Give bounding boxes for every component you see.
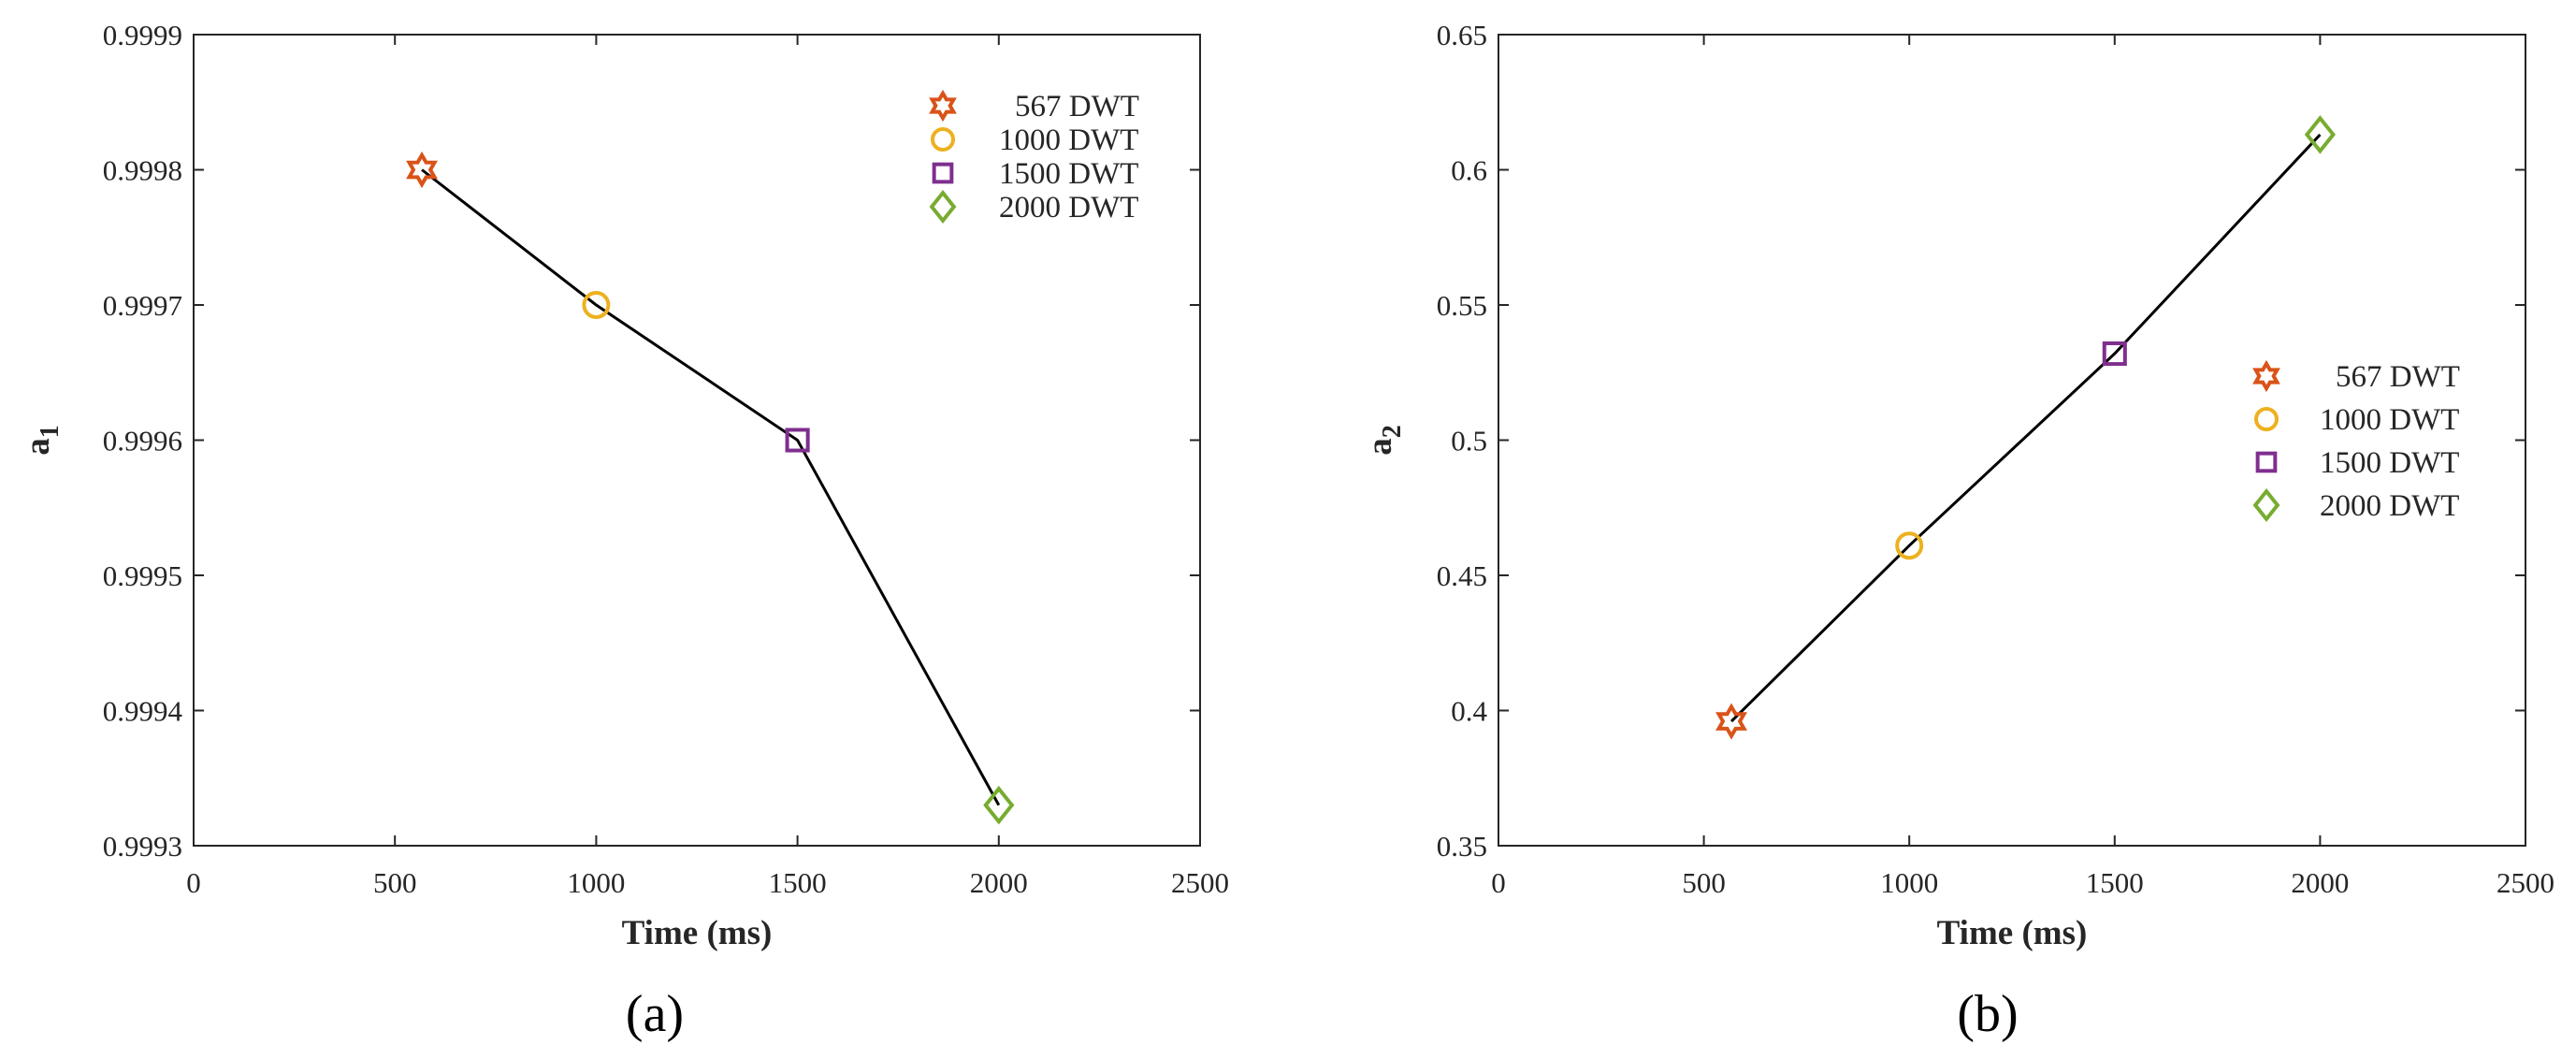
x-tick-label: 2000: [2291, 866, 2349, 899]
panel-label: (b): [1957, 985, 2018, 1043]
y-axis-label-main: a: [19, 438, 57, 456]
chart-panel-b: 0 500 1000 1500 2000 2500 0.35 0.4 0.45 0.5 0.55 0.…: [1361, 19, 2554, 1043]
x-tick-label: 1000: [1880, 866, 1938, 899]
x-tick-label: 1500: [2086, 866, 2144, 899]
legend-label: 1000 DWT: [999, 123, 1138, 157]
y-tick-label: 0.65: [1437, 19, 1487, 51]
legend-marker-circle: [2254, 407, 2279, 431]
legend-label: 567 DWT: [1015, 90, 1139, 123]
legend-marker-circle: [931, 127, 955, 152]
legend-label: 1500 DWT: [2320, 446, 2459, 480]
data-point-1000-dwt: [582, 291, 611, 319]
y-tick-label: 0.5: [1451, 425, 1487, 457]
data-point-1500-dwt: [2102, 341, 2127, 367]
y-tick-label: 0.9995: [103, 559, 182, 592]
x-tick-label: 1500: [769, 866, 827, 899]
x-tick-label: 1000: [567, 866, 625, 899]
legend-marker-square: [932, 162, 954, 184]
legend-label: 1500 DWT: [999, 157, 1138, 191]
y-tick-label: 0.9997: [103, 289, 182, 322]
y-tick-label: 0.4: [1451, 695, 1487, 728]
x-tick-label: 2000: [970, 866, 1028, 899]
legend-marker-square: [2255, 451, 2278, 473]
x-tick-label: 0: [186, 866, 201, 899]
plot-area: [1498, 34, 2526, 847]
x-tick-label: 2500: [2496, 866, 2554, 899]
legend-label: 2000 DWT: [999, 191, 1138, 225]
y-tick-label: 0.45: [1437, 559, 1487, 592]
legend-marker-hexagram: [929, 89, 957, 123]
legend-marker-diamond: [2252, 487, 2280, 523]
legend-label: 1000 DWT: [2320, 403, 2459, 437]
x-tick-label: 2500: [1171, 866, 1229, 899]
data-point-567-dwt: [406, 151, 438, 189]
y-tick-label: 0.9994: [103, 695, 183, 728]
legend-label: 567 DWT: [2336, 360, 2460, 394]
legend-label: 2000 DWT: [2320, 489, 2459, 523]
y-tick-label: 0.9999: [103, 19, 182, 51]
x-tick-label: 500: [1682, 866, 1726, 899]
series-line: [421, 168, 1001, 806]
y-tick-label: 0.9998: [103, 154, 182, 187]
y-axis-label-subscript: 1: [36, 425, 65, 438]
y-axis-label-subscript: 2: [1378, 425, 1407, 438]
data-point-1000-dwt: [1895, 531, 1924, 560]
x-axis-label: Time (ms): [622, 914, 773, 952]
panel-label: (a): [626, 985, 684, 1043]
y-tick-label: 0.9993: [103, 830, 182, 863]
data-point-567-dwt: [1715, 703, 1747, 740]
chart-panel-a: 0 500 1000 1500 2000 2500 0.9993 0.9994 0.9995 0.…: [19, 19, 1229, 1043]
plot-area: [193, 34, 1201, 847]
series-line: [1729, 133, 2322, 723]
data-point-2000-dwt: [2304, 115, 2337, 154]
x-tick-label: 500: [373, 866, 417, 899]
legend: 567 DWT 1000 DWT 1500 DWT 2000 DWT: [2252, 359, 2460, 523]
y-tick-label: 0.35: [1437, 830, 1487, 863]
y-tick-label: 0.9996: [103, 425, 182, 457]
data-point-1500-dwt: [785, 428, 810, 453]
legend-marker-diamond: [929, 189, 957, 225]
y-tick-label: 0.55: [1437, 289, 1487, 322]
data-point-2000-dwt: [983, 785, 1015, 825]
y-axis-label: a1: [19, 425, 65, 456]
y-tick-label: 0.6: [1451, 154, 1487, 187]
x-axis-label: Time (ms): [1937, 914, 2088, 952]
y-axis-label-main: a: [1361, 438, 1399, 456]
x-tick-label: 0: [1491, 866, 1506, 899]
legend-marker-hexagram: [2252, 359, 2280, 393]
y-axis-label: a2: [1361, 425, 1407, 456]
